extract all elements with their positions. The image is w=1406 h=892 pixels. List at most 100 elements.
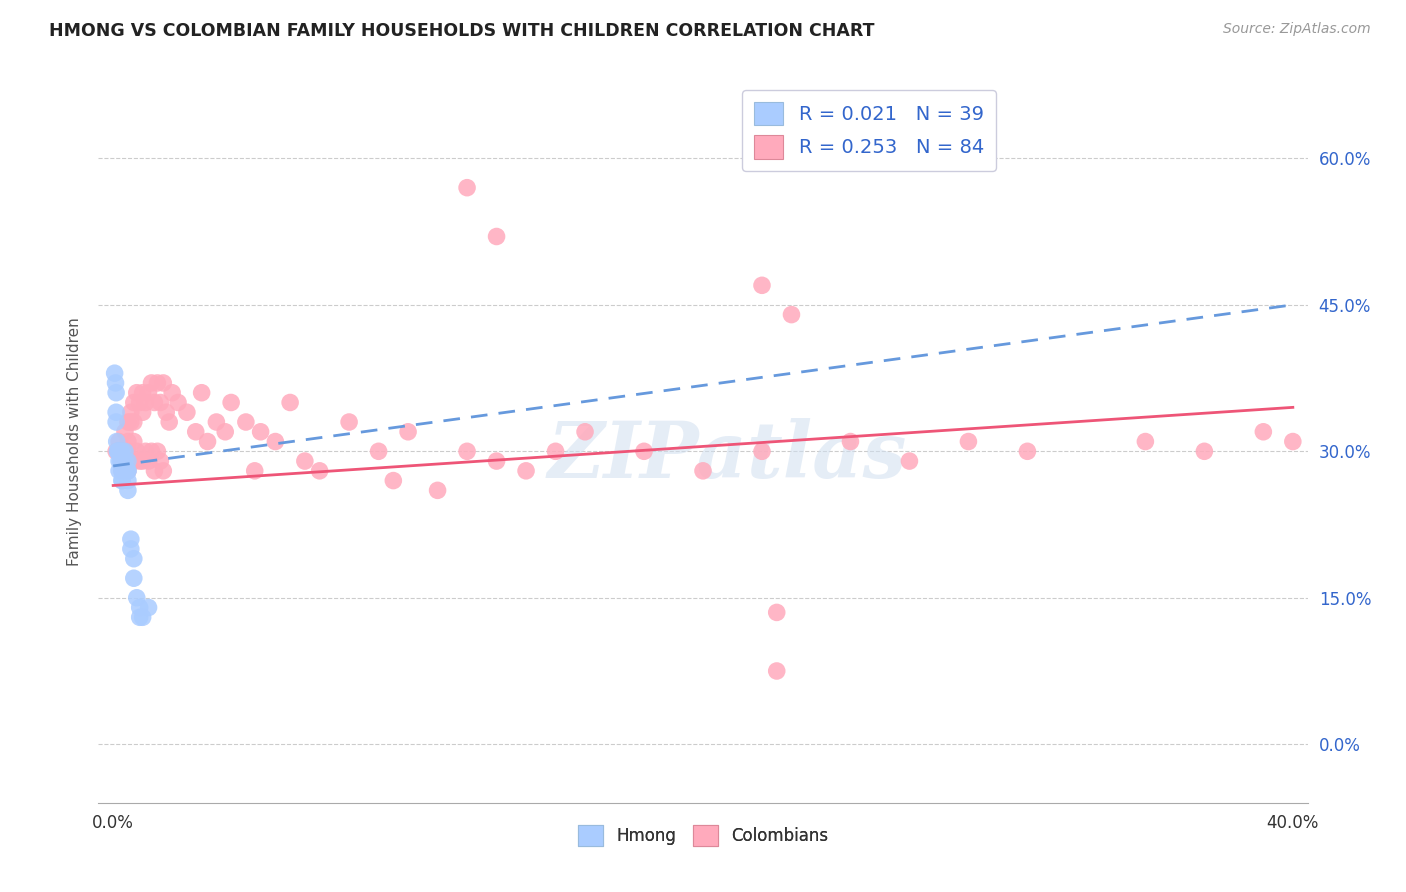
Point bbox=[839, 434, 862, 449]
Point bbox=[141, 376, 163, 390]
Point bbox=[110, 444, 132, 458]
Point bbox=[111, 464, 134, 478]
Point bbox=[143, 395, 166, 409]
Point bbox=[128, 395, 150, 409]
Point bbox=[105, 385, 128, 400]
Point bbox=[120, 405, 142, 419]
Point bbox=[633, 444, 655, 458]
Point bbox=[544, 444, 567, 458]
Point bbox=[111, 444, 134, 458]
Point bbox=[117, 464, 139, 478]
Point bbox=[120, 541, 142, 556]
Point bbox=[485, 454, 508, 468]
Point bbox=[149, 395, 172, 409]
Point bbox=[751, 444, 773, 458]
Point bbox=[117, 464, 139, 478]
Point bbox=[131, 610, 153, 624]
Point bbox=[143, 464, 166, 478]
Point bbox=[485, 229, 508, 244]
Point bbox=[135, 444, 157, 458]
Point bbox=[125, 591, 148, 605]
Point bbox=[128, 610, 150, 624]
Point bbox=[105, 405, 128, 419]
Point bbox=[111, 454, 134, 468]
Point bbox=[264, 434, 287, 449]
Point bbox=[108, 444, 131, 458]
Point bbox=[146, 444, 169, 458]
Point bbox=[1017, 444, 1039, 458]
Point bbox=[110, 454, 132, 468]
Point bbox=[131, 385, 153, 400]
Point bbox=[117, 415, 139, 429]
Point bbox=[692, 464, 714, 478]
Point bbox=[146, 376, 169, 390]
Point bbox=[125, 444, 148, 458]
Point bbox=[114, 464, 136, 478]
Point bbox=[243, 464, 266, 478]
Point bbox=[765, 606, 787, 620]
Point bbox=[125, 385, 148, 400]
Point bbox=[122, 571, 145, 585]
Text: ZIPatlas: ZIPatlas bbox=[547, 417, 907, 494]
Point bbox=[122, 454, 145, 468]
Point bbox=[214, 425, 236, 439]
Point bbox=[1194, 444, 1216, 458]
Point bbox=[108, 444, 131, 458]
Point bbox=[141, 444, 163, 458]
Point bbox=[1135, 434, 1157, 449]
Point bbox=[117, 434, 139, 449]
Point bbox=[111, 464, 134, 478]
Point bbox=[138, 454, 160, 468]
Point bbox=[117, 454, 139, 468]
Point bbox=[108, 434, 131, 449]
Point bbox=[111, 464, 134, 478]
Point bbox=[131, 454, 153, 468]
Point bbox=[515, 464, 537, 478]
Point bbox=[104, 366, 127, 380]
Point bbox=[219, 395, 242, 409]
Point bbox=[108, 454, 131, 468]
Point bbox=[131, 405, 153, 419]
Text: HMONG VS COLOMBIAN FAMILY HOUSEHOLDS WITH CHILDREN CORRELATION CHART: HMONG VS COLOMBIAN FAMILY HOUSEHOLDS WIT… bbox=[49, 22, 875, 40]
Point bbox=[382, 474, 405, 488]
Point bbox=[1282, 434, 1305, 449]
Point bbox=[128, 600, 150, 615]
Point bbox=[157, 415, 180, 429]
Point bbox=[107, 444, 129, 458]
Point bbox=[104, 376, 127, 390]
Point bbox=[111, 454, 134, 468]
Point bbox=[138, 600, 160, 615]
Point bbox=[152, 376, 174, 390]
Point bbox=[135, 395, 157, 409]
Point bbox=[108, 444, 131, 458]
Point bbox=[294, 454, 316, 468]
Point bbox=[235, 415, 257, 429]
Point bbox=[122, 551, 145, 566]
Point bbox=[574, 425, 596, 439]
Point bbox=[426, 483, 449, 498]
Point bbox=[190, 385, 212, 400]
Point bbox=[367, 444, 389, 458]
Point bbox=[167, 395, 190, 409]
Point bbox=[456, 444, 478, 458]
Point bbox=[114, 454, 136, 468]
Point bbox=[308, 464, 330, 478]
Point bbox=[278, 395, 301, 409]
Point bbox=[205, 415, 228, 429]
Point bbox=[120, 454, 142, 468]
Point bbox=[120, 532, 142, 546]
Point bbox=[155, 405, 177, 419]
Point bbox=[780, 308, 803, 322]
Point bbox=[111, 454, 134, 468]
Point bbox=[149, 454, 172, 468]
Point bbox=[152, 464, 174, 478]
Point bbox=[111, 474, 134, 488]
Point bbox=[105, 444, 128, 458]
Point bbox=[107, 444, 129, 458]
Point bbox=[114, 464, 136, 478]
Text: Source: ZipAtlas.com: Source: ZipAtlas.com bbox=[1223, 22, 1371, 37]
Legend: Hmong, Colombians: Hmong, Colombians bbox=[571, 819, 835, 852]
Point bbox=[160, 385, 183, 400]
Point bbox=[751, 278, 773, 293]
Point bbox=[114, 444, 136, 458]
